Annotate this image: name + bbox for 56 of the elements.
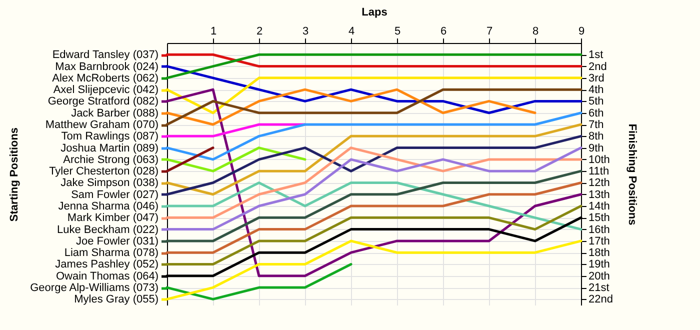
legend-label: Owain Thomas (064)	[56, 270, 158, 282]
y2-tick-label: 15th	[588, 212, 610, 224]
y2-tick-label: 12th	[588, 177, 610, 190]
y2-axis-title: Finishing Positions	[626, 124, 638, 226]
x-tick-label: 5	[394, 26, 401, 38]
y2-tick-label: 3rd	[588, 72, 604, 84]
y2-tick-label: 8th	[588, 130, 604, 143]
y2-tick-label: 13th	[588, 188, 610, 201]
legend-title: Starting Positions	[8, 127, 21, 222]
y2-tick-label: 1st	[588, 49, 604, 62]
legend-label: Tyler Chesterton (028)	[49, 166, 158, 178]
y2-tick-label: 9th	[588, 142, 604, 154]
legend-label: Myles Gray (055)	[74, 294, 158, 306]
legend-label: James Pashley (052)	[55, 258, 158, 271]
legend-label: Joe Fowler (031)	[76, 235, 158, 248]
y2-tick-label: 10th	[588, 154, 610, 166]
y2-tick-label: 4th	[588, 84, 604, 96]
legend-label: Mark Kimber (047)	[67, 212, 158, 224]
x-tick-label: 4	[348, 26, 355, 38]
y2-tick-label: 16th	[588, 224, 610, 236]
y2-tick-label: 14th	[588, 200, 610, 213]
y2-tick-label: 20th	[588, 270, 610, 282]
x-tick-label: 1	[210, 26, 217, 38]
y2-tick-label: 2nd	[588, 60, 607, 73]
x-tick-label: 6	[440, 26, 447, 38]
y2-tick-label: 6th	[588, 107, 604, 120]
legend-label: George Stratford (082)	[48, 96, 158, 108]
y2-tick-label: 17th	[588, 235, 610, 248]
y2-tick-label: 21st	[588, 282, 610, 294]
x-tick-label: 7	[486, 26, 493, 38]
x-tick-label: 8	[532, 26, 539, 38]
y2-tick-label: 11th	[588, 166, 610, 178]
legend-label: Jenna Sharma (046)	[58, 200, 158, 213]
legend-label: George Alp-Williams (073)	[30, 282, 158, 294]
legend-label: Liam Sharma (078)	[64, 247, 158, 260]
x-tick-label: 2	[256, 26, 263, 38]
y2-tick-label: 22nd	[588, 294, 613, 306]
legend-label: Jack Barber (088)	[71, 107, 158, 120]
x-tick-label: 9	[578, 26, 585, 38]
legend-label: Tom Rawlings (087)	[61, 130, 158, 143]
legend-label: Matthew Graham (070)	[45, 119, 158, 132]
y2-tick-label: 18th	[588, 247, 610, 260]
legend-label: Joshua Martin (089)	[60, 142, 158, 154]
legend-label: Archie Strong (063)	[63, 154, 158, 166]
x-tick-label: 3	[302, 26, 309, 38]
legend-label: Jake Simpson (038)	[60, 177, 158, 190]
legend-label: Luke Beckham (022)	[57, 224, 158, 236]
y2-tick-label: 19th	[588, 258, 610, 271]
legend-label: Sam Fowler (027)	[71, 188, 158, 201]
legend-label: Edward Tansley (037)	[52, 49, 158, 62]
y2-tick-label: 7th	[588, 119, 604, 132]
legend-label: Alex McRoberts (062)	[52, 72, 158, 84]
y2-tick-label: 5th	[588, 96, 604, 108]
legend-label: Max Barnbrook (024)	[55, 60, 158, 73]
x-axis-title: Laps	[362, 6, 388, 18]
legend-label: Axel Slijepcevic (042)	[53, 84, 158, 96]
